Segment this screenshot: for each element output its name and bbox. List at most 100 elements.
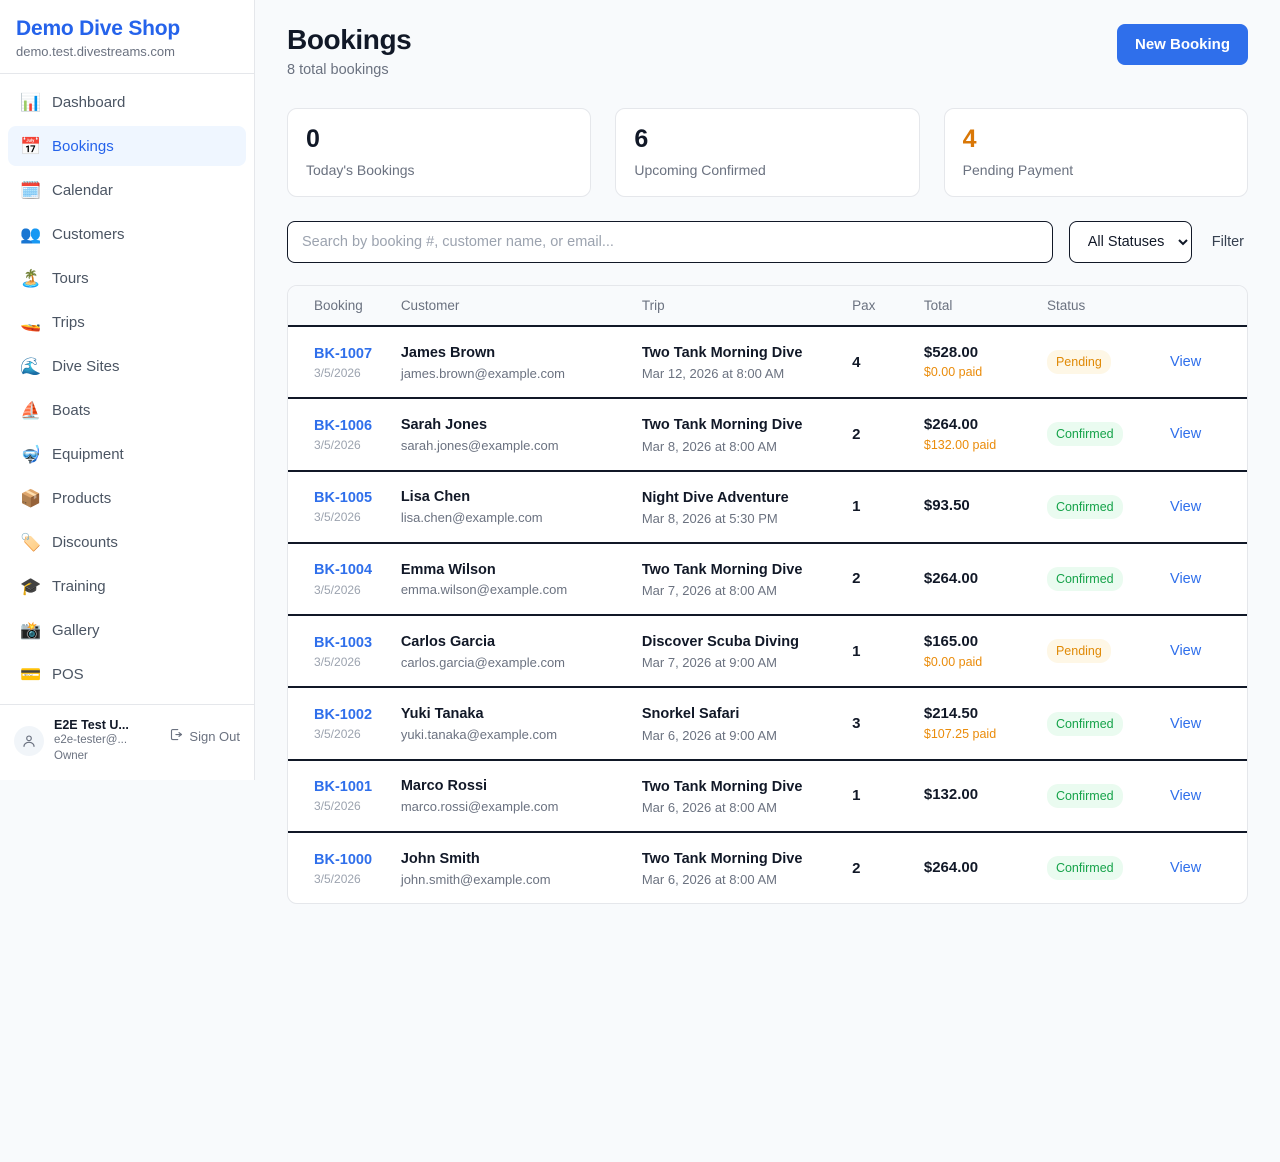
customer-name: Yuki Tanaka xyxy=(400,706,484,723)
sidebar-item-label: POS xyxy=(52,665,84,683)
stat-label: Upcoming Confirmed xyxy=(634,161,766,178)
credit-card-icon: 💳 xyxy=(20,664,42,684)
brand-title: Demo Dive Shop xyxy=(16,17,181,40)
sign-out-icon xyxy=(169,727,184,745)
island-icon: 🏝️ xyxy=(20,268,42,288)
status-badge: Pending xyxy=(1046,350,1111,375)
sidebar-item-label: Bookings xyxy=(52,137,114,155)
total-amount: $528.00 xyxy=(923,343,979,361)
cell-total: $264.00 xyxy=(924,543,1047,615)
booking-id-link[interactable]: BK-1001 xyxy=(314,779,373,796)
sidebar-item-label: Products xyxy=(52,489,112,507)
sidebar-item-gallery[interactable]: 📸 Gallery xyxy=(8,610,246,650)
sidebar-item-products[interactable]: 📦 Products xyxy=(8,478,246,518)
customer-email: emma.wilson@example.com xyxy=(400,582,568,598)
status-filter-select[interactable]: All Statuses xyxy=(1068,220,1192,263)
cell-customer: Lisa Chen lisa.chen@example.com xyxy=(401,471,642,543)
table-row[interactable]: BK-1006 3/5/2026 Sarah Jones sarah.jones@ex… xyxy=(288,398,1247,471)
booking-id-link[interactable]: BK-1002 xyxy=(314,707,373,723)
sidebar-item-dashboard[interactable]: 📊 Dashboard xyxy=(8,82,246,122)
cell-total: $264.00 $132.00 paid xyxy=(924,398,1047,470)
table-row[interactable]: BK-1007 3/5/2026 James Brown james.brown@ex… xyxy=(288,326,1247,399)
booking-id-link[interactable]: BK-1007 xyxy=(314,345,373,362)
table-row[interactable]: BK-1001 3/5/2026 Marco Rossi marco.rossi@ex… xyxy=(288,760,1247,833)
filter-button[interactable]: Filter xyxy=(1208,234,1248,250)
user-name: E2E Test U... xyxy=(54,718,129,733)
column-header: Booking xyxy=(288,285,401,327)
booking-id-link[interactable]: BK-1006 xyxy=(314,417,373,434)
total-amount: $214.50 xyxy=(923,705,979,723)
booking-id-link[interactable]: BK-1004 xyxy=(314,562,373,579)
user-meta: E2E Test U... e2e-tester@... Owner xyxy=(54,717,129,764)
sidebar-item-discounts[interactable]: 🏷️ Discounts xyxy=(8,522,246,562)
booking-date: 3/5/2026 xyxy=(314,510,361,525)
customer-name: Carlos Garcia xyxy=(400,633,496,650)
new-booking-button[interactable]: New Booking xyxy=(1116,24,1248,65)
table-row[interactable]: BK-1000 3/5/2026 John Smith john.smith@exam… xyxy=(288,832,1247,903)
booking-id-link[interactable]: BK-1000 xyxy=(314,851,373,868)
sidebar-item-trips[interactable]: 🚤 Trips xyxy=(8,302,246,342)
column-header: Status xyxy=(1046,285,1171,327)
trip-datetime: Mar 6, 2026 at 9:00 AM xyxy=(641,727,777,743)
search-input[interactable] xyxy=(287,220,1053,263)
sailboat-icon: ⛵ xyxy=(20,400,42,420)
cell-customer: Emma Wilson emma.wilson@example.com xyxy=(401,543,642,615)
cell-status: Confirmed xyxy=(1046,398,1170,470)
status-badge: Confirmed xyxy=(1046,494,1123,519)
cell-pax: 2 xyxy=(852,859,861,877)
booking-date: 3/5/2026 xyxy=(314,871,361,886)
view-link[interactable]: View xyxy=(1170,787,1202,804)
diving-mask-icon: 🤿 xyxy=(20,444,42,464)
sidebar-item-customers[interactable]: 👥 Customers xyxy=(8,214,246,254)
cell-status: Confirmed xyxy=(1046,543,1170,615)
view-link[interactable]: View xyxy=(1170,715,1202,732)
sidebar-item-tours[interactable]: 🏝️ Tours xyxy=(8,258,246,298)
sidebar-item-equipment[interactable]: 🤿 Equipment xyxy=(8,434,246,474)
sidebar: Demo Dive Shop demo.test.divestreams.com… xyxy=(0,0,255,781)
view-link[interactable]: View xyxy=(1170,643,1202,660)
sign-out-button[interactable]: Sign Out xyxy=(169,727,240,745)
table-row[interactable]: BK-1002 3/5/2026 Yuki Tanaka yuki.tanaka@ex… xyxy=(288,687,1247,760)
chart-bar-icon: 📊 xyxy=(20,92,42,112)
table-row[interactable]: BK-1005 3/5/2026 Lisa Chen lisa.chen@exampl… xyxy=(288,471,1247,543)
trip-name: Two Tank Morning Dive xyxy=(641,778,803,795)
total-amount: $132.00 xyxy=(923,786,979,804)
table-row[interactable]: BK-1004 3/5/2026 Emma Wilson emma.wilson@ex… xyxy=(288,543,1247,616)
bookings-table: Booking Customer Trip Pax Total Status BK-100… xyxy=(288,285,1247,903)
sidebar-item-pos[interactable]: 💳 POS xyxy=(8,654,246,694)
cell-action: View xyxy=(1170,760,1247,832)
booking-id-link[interactable]: BK-1005 xyxy=(314,490,373,507)
cell-status: Confirmed xyxy=(1046,471,1170,543)
cell-pax: 3 xyxy=(852,715,861,733)
cell-total: $214.50 $107.25 paid xyxy=(924,687,1047,759)
view-link[interactable]: View xyxy=(1170,426,1202,443)
sidebar-item-label: Calendar xyxy=(52,181,113,199)
trip-datetime: Mar 6, 2026 at 8:00 AM xyxy=(641,800,777,816)
stat-value: 6 xyxy=(634,125,649,154)
view-link[interactable]: View xyxy=(1170,860,1202,877)
table-row[interactable]: BK-1003 3/5/2026 Carlos Garcia carlos.garci… xyxy=(288,615,1247,688)
sidebar-item-boats[interactable]: ⛵ Boats xyxy=(8,390,246,430)
sidebar-item-bookings[interactable]: 📅 Bookings xyxy=(8,126,246,167)
trip-name: Night Dive Adventure xyxy=(641,489,789,506)
view-link[interactable]: View xyxy=(1170,354,1202,371)
booking-id-link[interactable]: BK-1003 xyxy=(314,634,373,651)
sidebar-nav: 📊 Dashboard 📅 Bookings 🗓️ Calendar 👥 Customers 🏝… xyxy=(0,74,254,704)
booking-date: 3/5/2026 xyxy=(314,365,361,380)
sidebar-item-calendar[interactable]: 🗓️ Calendar xyxy=(8,170,246,210)
cell-trip: Two Tank Morning Dive Mar 8, 2026 at 8:00… xyxy=(642,398,852,470)
sidebar-item-dive-sites[interactable]: 🌊 Dive Sites xyxy=(8,346,246,386)
sidebar-item-training[interactable]: 🎓 Training xyxy=(8,566,246,606)
cell-booking: BK-1007 3/5/2026 xyxy=(288,326,401,398)
cell-trip: Two Tank Morning Dive Mar 12, 2026 at 8:0… xyxy=(642,326,852,398)
camera-icon: 📸 xyxy=(20,620,42,640)
view-link[interactable]: View xyxy=(1170,570,1202,587)
brand-block[interactable]: Demo Dive Shop demo.test.divestreams.com xyxy=(0,0,254,75)
customer-name: John Smith xyxy=(400,850,480,867)
table-head: Booking Customer Trip Pax Total Status xyxy=(288,285,1247,327)
cell-booking: BK-1000 3/5/2026 xyxy=(288,832,401,903)
cell-trip: Two Tank Morning Dive Mar 6, 2026 at 8:00… xyxy=(642,760,852,832)
cell-action: View xyxy=(1170,687,1247,759)
customer-email: marco.rossi@example.com xyxy=(400,799,559,815)
view-link[interactable]: View xyxy=(1170,498,1202,515)
